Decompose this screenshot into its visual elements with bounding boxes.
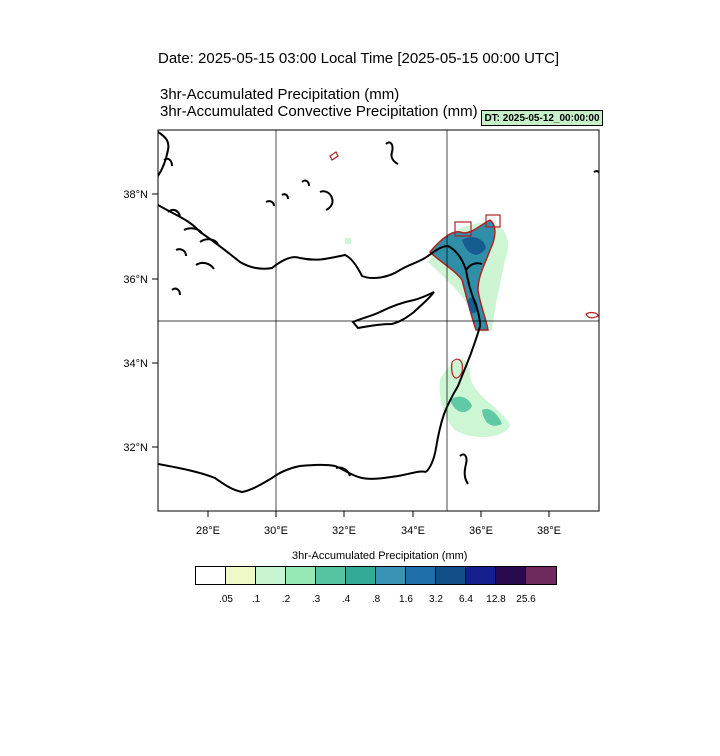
map-frame-bg bbox=[158, 130, 599, 511]
legend-label: .1 bbox=[251, 594, 261, 605]
legend-swatch bbox=[466, 567, 496, 584]
legend-swatch bbox=[256, 567, 286, 584]
lon-tick-label-28e: 28°E bbox=[196, 525, 220, 537]
coastlines bbox=[158, 131, 599, 494]
lon-tick-label-34e: 34°E bbox=[401, 525, 425, 537]
lat-tick-label-34n: 34°N bbox=[123, 358, 148, 370]
legend-colorbar bbox=[195, 566, 557, 585]
gridlines bbox=[158, 130, 599, 511]
lon-ticks bbox=[207, 511, 550, 517]
legend-label: 3.2 bbox=[429, 594, 443, 605]
convective-contours bbox=[329, 151, 599, 379]
legend-swatch bbox=[226, 567, 256, 584]
legend-swatch bbox=[436, 567, 466, 584]
legend-swatch bbox=[346, 567, 376, 584]
legend-swatch bbox=[526, 567, 556, 584]
date-line: Date: 2025-05-15 03:00 Local Time [2025-… bbox=[158, 50, 560, 67]
lon-tick-label-32e: 32°E bbox=[332, 525, 356, 537]
legend-label: 1.6 bbox=[399, 594, 413, 605]
legend-label: .2 bbox=[281, 594, 291, 605]
lat-ticks bbox=[152, 193, 158, 448]
variable-line-precip: 3hr-Accumulated Precipitation (mm) bbox=[160, 86, 400, 103]
legend-swatch bbox=[496, 567, 526, 584]
legend-swatch bbox=[406, 567, 436, 584]
lon-tick-label-30e: 30°E bbox=[264, 525, 288, 537]
legend-swatch bbox=[286, 567, 316, 584]
legend-label: .05 bbox=[219, 594, 233, 605]
legend-label: .3 bbox=[311, 594, 321, 605]
map-frame bbox=[157, 129, 600, 512]
legend-swatch bbox=[376, 567, 406, 584]
legend-label: 6.4 bbox=[459, 594, 473, 605]
variable-line-convective: 3hr-Accumulated Convective Precipitation… bbox=[160, 103, 478, 120]
lat-tick-label-38n: 38°N bbox=[123, 189, 148, 201]
dt-badge: DT: 2025-05-12_00:00:00 bbox=[481, 110, 603, 126]
legend-label: .8 bbox=[371, 594, 381, 605]
precip-field-mid bbox=[450, 396, 502, 426]
legend-label: 25.6 bbox=[516, 594, 536, 605]
lon-tick-label-36e: 36°E bbox=[469, 525, 493, 537]
legend-label: .4 bbox=[341, 594, 351, 605]
legend-swatch bbox=[316, 567, 346, 584]
lat-tick-label-32n: 32°N bbox=[123, 442, 148, 454]
legend-label: 12.8 bbox=[486, 594, 506, 605]
legend-swatch bbox=[196, 567, 226, 584]
lat-tick-label-36n: 36°N bbox=[123, 274, 148, 286]
legend-title: 3hr-Accumulated Precipitation (mm) bbox=[292, 550, 468, 562]
lon-tick-label-38e: 38°E bbox=[537, 525, 561, 537]
